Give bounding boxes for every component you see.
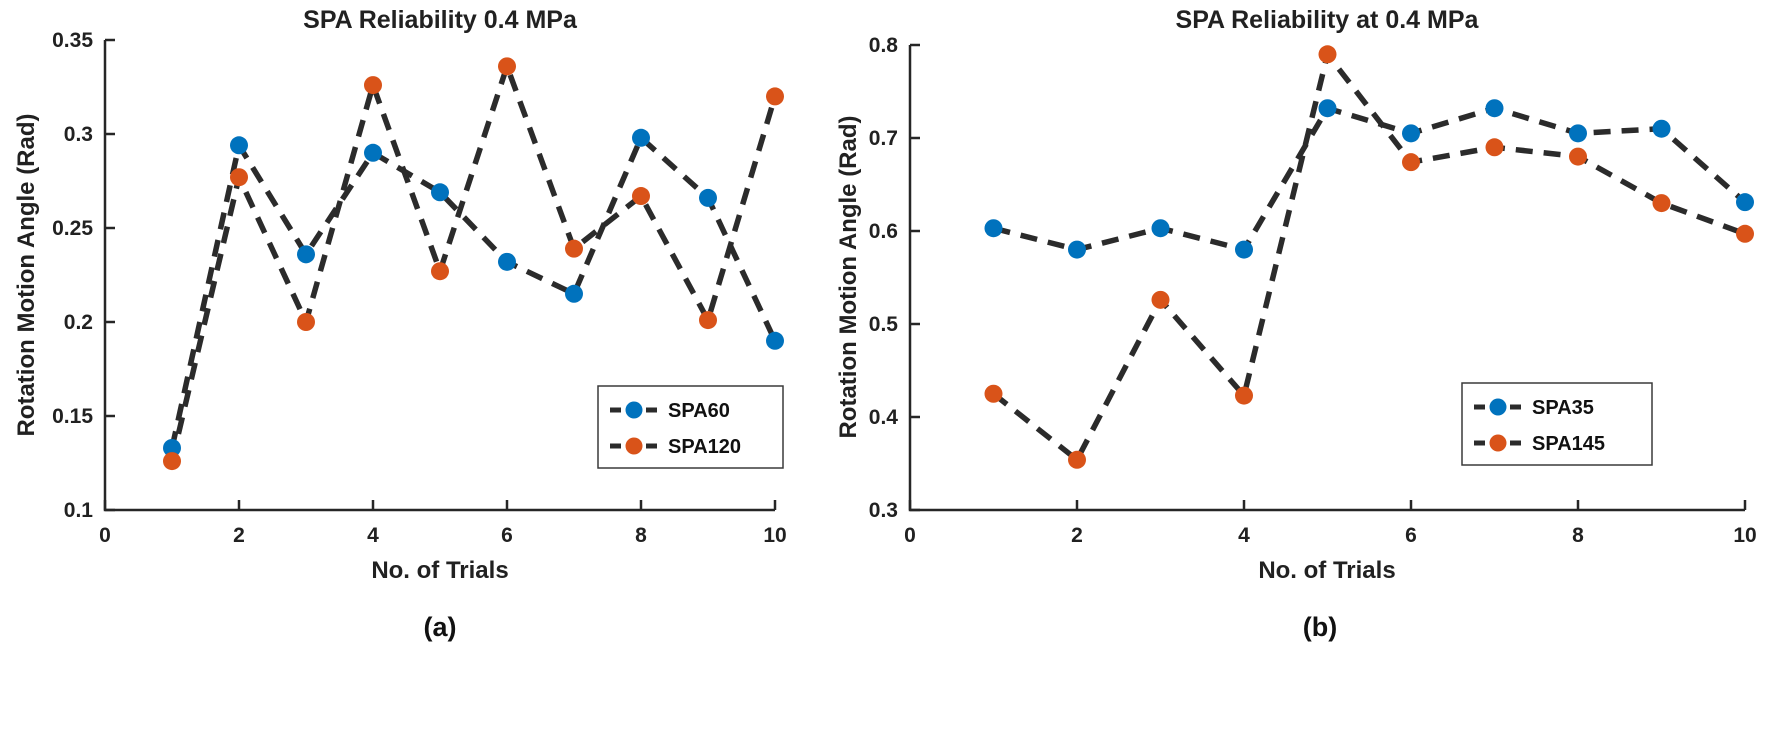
y-tick-label: 0.7 [869,127,898,150]
legend-label: SPA145 [1532,433,1605,455]
data-point-SPA145 [1068,450,1086,469]
data-point-SPA145 [1485,138,1504,157]
chart-a-ylabel: Rotation Motion Angle (Rad) [13,113,40,436]
y-tick-label: 0.15 [52,405,93,428]
data-point-SPA145 [1402,153,1420,172]
y-tick-label: 0.25 [52,217,93,240]
chart-b-xlabel: No. of Trials [1258,557,1395,584]
data-point-SPA60 [498,252,516,271]
y-tick-label: 0.8 [869,34,899,57]
legend-item-SPA35: SPA35 [1474,397,1594,419]
data-point-SPA60 [163,438,181,457]
legend-marker [625,401,643,419]
y-tick-label: 0.5 [869,313,899,336]
data-point-SPA145 [1736,224,1754,243]
data-point-SPA35 [1736,193,1754,212]
legend-item-SPA145: SPA145 [1474,433,1605,455]
x-tick-label: 6 [1405,524,1417,547]
data-point-SPA35 [1235,240,1253,259]
data-point-SPA60 [699,188,717,207]
y-tick-label: 0.1 [64,499,94,522]
data-point-SPA60 [230,136,248,155]
chart-a-title: SPA Reliability 0.4 MPa [303,6,578,34]
chart-b-title: SPA Reliability at 0.4 MPa [1176,6,1480,34]
data-point-SPA60 [766,331,784,350]
legend-label: SPA35 [1532,397,1594,419]
data-point-SPA120 [364,76,382,95]
chart-a-xlabel: No. of Trials [371,557,508,584]
legend-item-SPA120: SPA120 [610,436,741,458]
x-tick-label: 4 [367,524,379,547]
legend-box [1461,382,1653,466]
data-point-SPA35 [1402,124,1420,143]
data-point-SPA145 [1318,45,1337,64]
data-point-SPA35 [1485,99,1504,118]
data-point-SPA35 [1652,119,1671,138]
legend-label: SPA60 [668,400,730,422]
x-tick-label: 10 [1733,524,1756,547]
y-tick-label: 0.6 [869,220,898,243]
chart-b-panel-label: (b) [1303,612,1337,642]
legend-marker [1489,398,1507,416]
data-point-SPA60 [431,183,449,202]
x-tick-label: 8 [635,524,647,547]
chart-b-ylabel: Rotation Motion Angle (Rad) [835,115,862,438]
legend-item-SPA60: SPA60 [610,400,730,422]
data-point-SPA145 [1569,147,1587,166]
data-point-SPA60 [364,143,382,162]
legend: SPA35 SPA145 [1461,382,1653,466]
legend: SPA60 SPA120 [597,385,784,469]
data-point-SPA35 [1068,240,1086,259]
data-point-SPA120 [766,87,784,106]
data-point-SPA120 [498,57,516,76]
x-tick-label: 2 [233,524,245,547]
data-point-SPA145 [984,384,1003,403]
x-tick-label: 4 [1238,524,1250,547]
data-point-SPA145 [1151,290,1170,309]
data-point-SPA35 [1569,124,1587,143]
data-point-SPA120 [431,262,449,281]
data-point-SPA35 [984,219,1003,238]
data-point-SPA35 [1318,99,1337,118]
chart-b-plot-area: 0 2 4 6 8 10 0.3 0.4 0.5 0.6 0.7 0.8 SPA35 SPA145 [869,34,1757,547]
series-line-SPA60 [169,133,778,449]
data-point-SPA60 [565,284,583,303]
y-tick-label: 0.35 [52,29,93,52]
legend-label: SPA120 [668,436,741,458]
data-point-SPA145 [1235,386,1253,405]
legend-marker [625,437,643,455]
legend-box [597,385,784,469]
x-tick-label: 0 [99,524,111,547]
data-point-SPA35 [1151,219,1170,238]
series-line-SPA120 [169,57,778,462]
data-point-SPA60 [297,245,315,264]
series-line-SPA145 [991,48,1746,464]
data-point-SPA120 [699,311,717,330]
y-tick-label: 0.3 [869,499,898,522]
data-point-SPA145 [1652,194,1671,213]
y-tick-label: 0.4 [869,406,899,429]
x-tick-label: 10 [763,524,786,547]
legend-marker [1489,434,1507,452]
x-tick-label: 8 [1572,524,1584,547]
data-point-SPA120 [565,239,583,258]
x-tick-label: 2 [1071,524,1083,547]
series-line-SPA35 [992,104,1747,253]
data-point-SPA120 [163,452,181,471]
data-point-SPA120 [297,313,315,331]
data-point-SPA60 [632,128,650,147]
chart-a-panel-label: (a) [424,612,457,642]
data-point-SPA120 [230,168,248,187]
chart-a-plot-area: 0 2 4 6 8 10 0.1 0.15 0.2 0.25 0.3 0.35 SPA60 SPA120 [52,29,787,547]
x-tick-label: 6 [501,524,513,547]
x-tick-label: 0 [904,524,916,547]
y-tick-label: 0.2 [64,311,93,334]
y-tick-label: 0.3 [64,123,93,146]
data-point-SPA120 [632,187,650,206]
